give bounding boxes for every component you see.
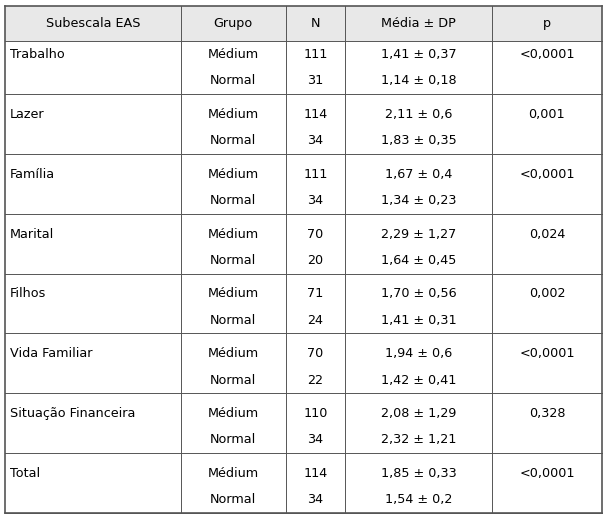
Text: 34: 34 bbox=[307, 433, 324, 446]
Text: Marital: Marital bbox=[10, 227, 54, 240]
Text: 1,41 ± 0,37: 1,41 ± 0,37 bbox=[381, 48, 456, 61]
Text: Trabalho: Trabalho bbox=[10, 48, 64, 61]
Text: 1,83 ± 0,35: 1,83 ± 0,35 bbox=[381, 134, 456, 147]
Text: Médium: Médium bbox=[208, 287, 259, 300]
Text: Total: Total bbox=[10, 467, 40, 480]
Text: Médium: Médium bbox=[208, 108, 259, 121]
Text: 1,94 ± 0,6: 1,94 ± 0,6 bbox=[385, 347, 452, 360]
Text: 0,328: 0,328 bbox=[529, 407, 565, 420]
Text: 1,70 ± 0,56: 1,70 ± 0,56 bbox=[381, 287, 456, 300]
Text: 1,14 ± 0,18: 1,14 ± 0,18 bbox=[381, 74, 456, 87]
Text: Médium: Médium bbox=[208, 347, 259, 360]
Text: 1,85 ± 0,33: 1,85 ± 0,33 bbox=[381, 467, 456, 480]
Text: 34: 34 bbox=[307, 493, 324, 506]
Text: Normal: Normal bbox=[210, 373, 256, 387]
Text: <0,0001: <0,0001 bbox=[519, 347, 575, 360]
Text: 34: 34 bbox=[307, 194, 324, 207]
Text: Situação Financeira: Situação Financeira bbox=[10, 407, 135, 420]
Text: Normal: Normal bbox=[210, 314, 256, 327]
Text: 1,54 ± 0,2: 1,54 ± 0,2 bbox=[385, 493, 452, 506]
Text: 114: 114 bbox=[304, 108, 328, 121]
Text: Subescala EAS: Subescala EAS bbox=[46, 17, 140, 31]
Text: Média ± DP: Média ± DP bbox=[381, 17, 456, 31]
Text: 1,41 ± 0,31: 1,41 ± 0,31 bbox=[381, 314, 456, 327]
Text: <0,0001: <0,0001 bbox=[519, 48, 575, 61]
Text: 1,42 ± 0,41: 1,42 ± 0,41 bbox=[381, 373, 456, 387]
Text: Normal: Normal bbox=[210, 493, 256, 506]
Text: 0,002: 0,002 bbox=[529, 287, 565, 300]
Text: Médium: Médium bbox=[208, 48, 259, 61]
Text: 1,67 ± 0,4: 1,67 ± 0,4 bbox=[385, 168, 452, 181]
Text: <0,0001: <0,0001 bbox=[519, 168, 575, 181]
Text: Normal: Normal bbox=[210, 74, 256, 87]
Text: 0,001: 0,001 bbox=[529, 108, 565, 121]
Text: 70: 70 bbox=[307, 227, 324, 240]
Text: 70: 70 bbox=[307, 347, 324, 360]
Text: 111: 111 bbox=[304, 168, 328, 181]
Text: Normal: Normal bbox=[210, 254, 256, 267]
Text: Vida Familiar: Vida Familiar bbox=[10, 347, 92, 360]
Text: Normal: Normal bbox=[210, 194, 256, 207]
Text: 1,64 ± 0,45: 1,64 ± 0,45 bbox=[381, 254, 456, 267]
Text: 24: 24 bbox=[308, 314, 324, 327]
Text: 2,08 ± 1,29: 2,08 ± 1,29 bbox=[381, 407, 456, 420]
Text: Filhos: Filhos bbox=[10, 287, 46, 300]
Text: Grupo: Grupo bbox=[214, 17, 253, 31]
Text: Médium: Médium bbox=[208, 168, 259, 181]
Text: <0,0001: <0,0001 bbox=[519, 467, 575, 480]
Text: Médium: Médium bbox=[208, 407, 259, 420]
Text: p: p bbox=[543, 17, 551, 31]
Text: Família: Família bbox=[10, 168, 55, 181]
Text: 114: 114 bbox=[304, 467, 328, 480]
Text: Normal: Normal bbox=[210, 433, 256, 446]
Text: Normal: Normal bbox=[210, 134, 256, 147]
Text: 31: 31 bbox=[307, 74, 324, 87]
Bar bbox=[5, 6, 602, 41]
Text: 2,32 ± 1,21: 2,32 ± 1,21 bbox=[381, 433, 456, 446]
Text: 2,11 ± 0,6: 2,11 ± 0,6 bbox=[385, 108, 452, 121]
Text: 20: 20 bbox=[307, 254, 324, 267]
Text: 22: 22 bbox=[308, 373, 324, 387]
Text: Médium: Médium bbox=[208, 227, 259, 240]
Text: N: N bbox=[311, 17, 320, 31]
Text: 0,024: 0,024 bbox=[529, 227, 565, 240]
Text: 34: 34 bbox=[307, 134, 324, 147]
Text: 2,29 ± 1,27: 2,29 ± 1,27 bbox=[381, 227, 456, 240]
Text: 1,34 ± 0,23: 1,34 ± 0,23 bbox=[381, 194, 456, 207]
Text: 71: 71 bbox=[307, 287, 324, 300]
Text: 111: 111 bbox=[304, 48, 328, 61]
Text: 110: 110 bbox=[304, 407, 328, 420]
Text: Lazer: Lazer bbox=[10, 108, 44, 121]
Text: Médium: Médium bbox=[208, 467, 259, 480]
